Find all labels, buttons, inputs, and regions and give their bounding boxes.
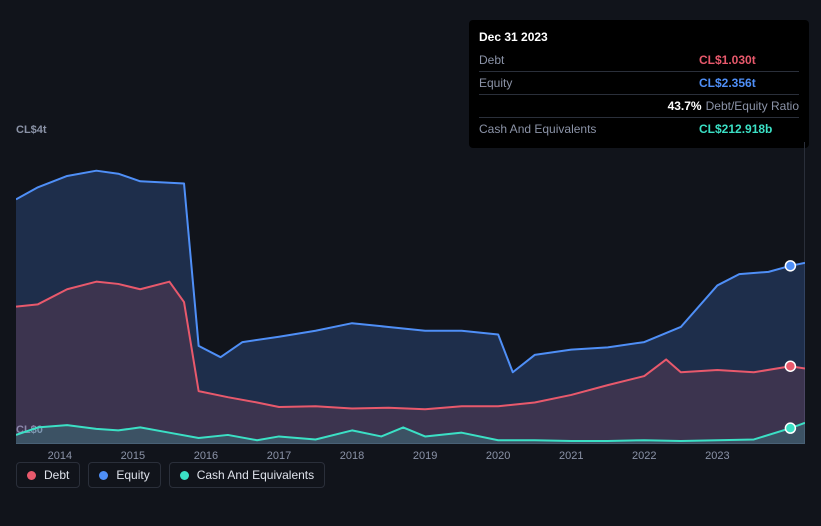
legend-item[interactable]: Equity (88, 462, 160, 488)
legend-dot-icon (180, 471, 189, 480)
tooltip-label: Equity (479, 74, 699, 92)
tooltip-value: 43.7%Debt/Equity Ratio (668, 97, 799, 115)
tooltip-date: Dec 31 2023 (479, 28, 799, 46)
legend-label: Cash And Equivalents (197, 468, 314, 482)
legend-dot-icon (27, 471, 36, 480)
x-axis-label: 2018 (340, 450, 364, 462)
tooltip-row: DebtCL$1.030t (479, 49, 799, 72)
x-axis-label: 2019 (413, 450, 437, 462)
legend: Debt Equity Cash And Equivalents (16, 462, 325, 488)
x-axis-label: 2016 (194, 450, 218, 462)
plot-area[interactable] (16, 142, 805, 444)
x-axis-label: 2014 (48, 450, 72, 462)
x-axis-label: 2023 (705, 450, 729, 462)
debt-equity-chart: CL$4t CL$0 20142015201620172018201920202… (0, 124, 821, 494)
tooltip-value: CL$2.356t (699, 74, 799, 92)
tooltip-label (479, 97, 668, 115)
y-axis-max-label: CL$4t (16, 124, 47, 136)
x-axis-label: 2017 (267, 450, 291, 462)
x-axis-label: 2022 (632, 450, 656, 462)
tooltip-row: EquityCL$2.356t (479, 72, 799, 95)
legend-item[interactable]: Debt (16, 462, 80, 488)
x-axis-label: 2021 (559, 450, 583, 462)
x-axis-label: 2015 (121, 450, 145, 462)
x-axis-label: 2020 (486, 450, 510, 462)
legend-dot-icon (99, 471, 108, 480)
legend-label: Equity (116, 468, 149, 482)
legend-label: Debt (44, 468, 69, 482)
tooltip-label: Debt (479, 51, 699, 69)
tooltip-value: CL$1.030t (699, 51, 799, 69)
tooltip-row: 43.7%Debt/Equity Ratio (479, 95, 799, 118)
legend-item[interactable]: Cash And Equivalents (169, 462, 325, 488)
